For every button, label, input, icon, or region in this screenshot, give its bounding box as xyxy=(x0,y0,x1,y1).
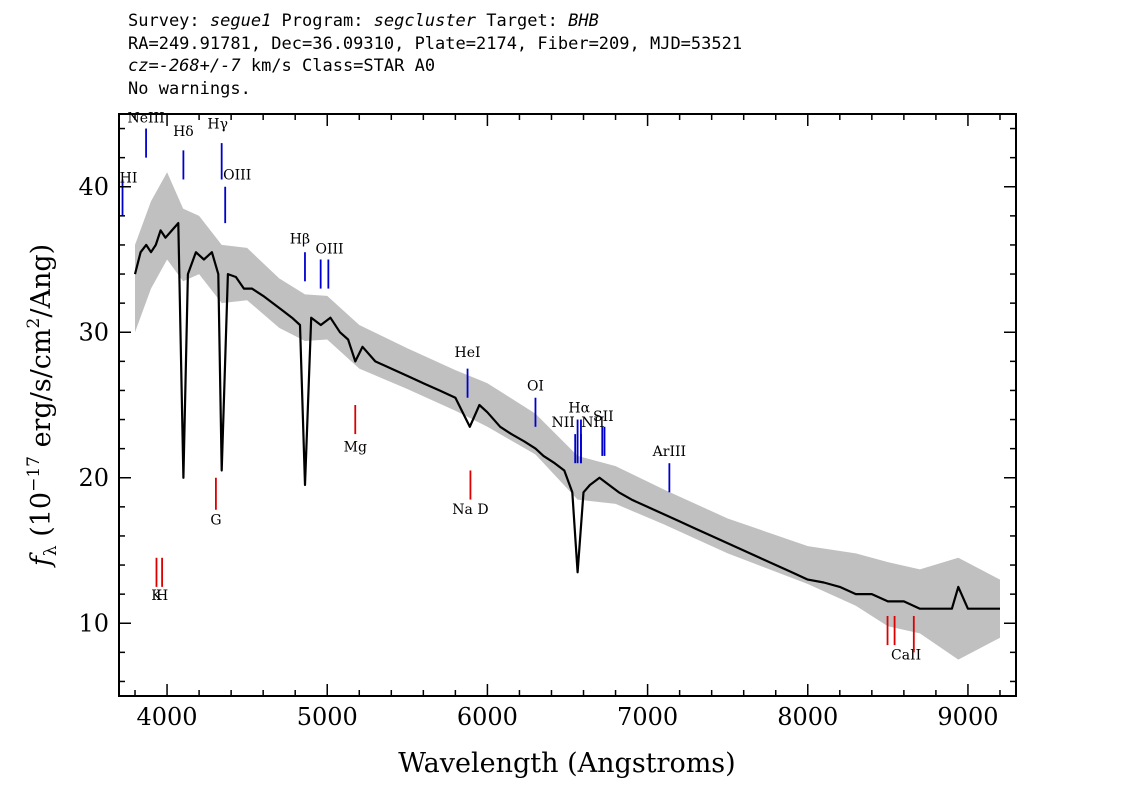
emission-line-label-h-: Hδ xyxy=(173,124,194,140)
emission-line-label-h-: Hβ xyxy=(290,231,310,247)
spectrum-line-layer xyxy=(133,222,1000,610)
y-tick-label: 30 xyxy=(78,318,109,346)
emission-line-label-sii: SII xyxy=(593,409,614,425)
emission-line-label-ariii: ArIII xyxy=(652,444,686,460)
y-tick-label: 10 xyxy=(78,609,109,637)
emission-line-label-oiii: OIII xyxy=(223,167,251,183)
y-tick-label: 40 xyxy=(78,173,109,201)
absorption-line-label-k: K xyxy=(151,588,162,604)
x-tick-label: 4000 xyxy=(137,703,198,731)
emission-line-label-h-: Hγ xyxy=(207,117,228,133)
error-band-layer xyxy=(135,172,1000,660)
error-band xyxy=(135,172,1000,660)
target-label: Target: xyxy=(476,11,569,31)
absorption-line-label-h: H xyxy=(156,588,168,604)
program-label: Program: xyxy=(271,11,374,31)
emission-line-label-hi: HI xyxy=(120,170,138,186)
x-tick-label: 7000 xyxy=(617,703,678,731)
spectrum-line xyxy=(133,222,1000,610)
x-axis-label: Wavelength (Angstroms) xyxy=(398,748,735,779)
x-tick-label: 8000 xyxy=(777,703,838,731)
emission-line-label-h-: Hα xyxy=(568,400,590,416)
header-line-redshift: cz=-268+/-7 km/s Class=STAR A0 xyxy=(128,55,742,78)
target-value: BHB xyxy=(568,11,599,31)
x-tick-label: 6000 xyxy=(457,703,518,731)
emission-line-label-hei: HeI xyxy=(455,345,481,361)
absorption-line-label-na-d: Na D xyxy=(452,502,488,518)
x-tick-label: 5000 xyxy=(297,703,358,731)
absorption-line-label-caii: CaII xyxy=(891,648,921,664)
emission-line-label-oi: OI xyxy=(527,378,544,394)
survey-label: Survey: xyxy=(128,11,210,31)
axis-ticks-layer: 4000 5000 6000 7000 8000 9000 10 20 30 40 xyxy=(78,114,1016,731)
x-tick-label: 9000 xyxy=(937,703,998,731)
emission-line-label-nii: NII xyxy=(552,415,575,431)
header-line-coords: RA=249.91781, Dec=36.09310, Plate=2174, … xyxy=(128,33,743,54)
spectrum-header: Survey: segue1 Program: segcluster Targe… xyxy=(128,10,742,100)
plot-frame xyxy=(118,113,1017,697)
emission-line-label-nii: NII xyxy=(581,415,604,431)
absorption-line-label-g: G xyxy=(210,512,221,528)
survey-value: segue1 xyxy=(209,11,272,31)
y-axis-label: fλ (10−17 erg/s/cm2/Ang) xyxy=(24,244,61,568)
y-tick-label: 20 xyxy=(78,464,109,492)
class-value: km/s Class=STAR A0 xyxy=(240,56,436,76)
program-value: segcluster xyxy=(373,11,477,31)
header-line-survey: Survey: segue1 Program: segcluster Targe… xyxy=(128,10,742,33)
absorption-line-label-mg: Mg xyxy=(344,440,367,456)
header-line-warnings: No warnings. xyxy=(128,78,251,99)
emission-line-label-oiii: OIII xyxy=(315,242,343,258)
redshift-value: cz=-268+/-7 xyxy=(128,56,241,76)
